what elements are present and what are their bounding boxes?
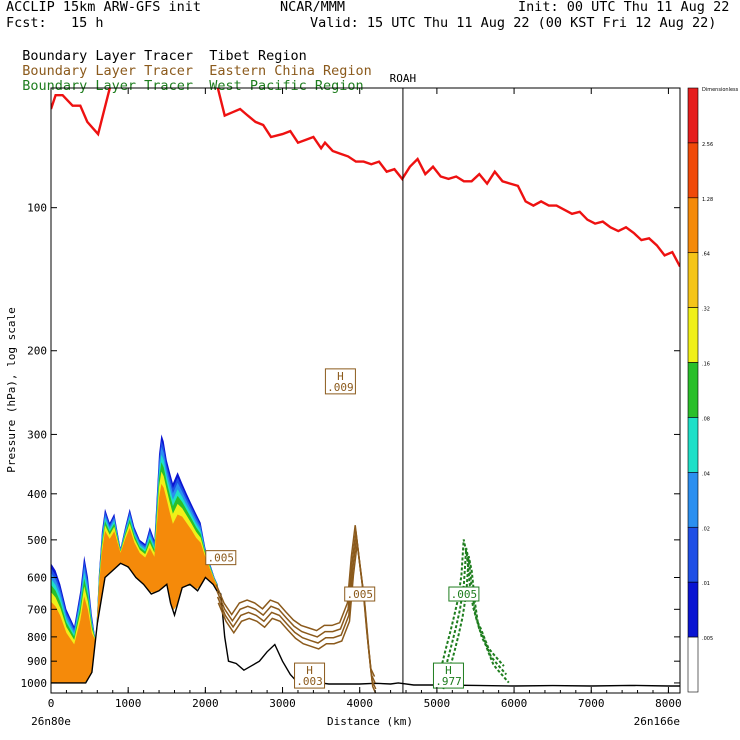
colorbar-swatch: [687, 87, 699, 144]
wpac-tracer-contour-2: [437, 539, 505, 673]
roah-marker-label: ROAH: [390, 72, 417, 85]
colorbar-label: .16: [702, 362, 710, 368]
annotation-text: .005: [208, 552, 235, 565]
x-tick-label: 6000: [501, 697, 528, 710]
x-right-end-label: 26n166e: [634, 715, 680, 728]
terrain-line: [51, 562, 680, 687]
legend-wpac: Boundary Layer Tracer West Pacific Regio…: [6, 64, 364, 94]
legend-echina-region: Eastern China Region: [209, 63, 372, 79]
colorbar: Dimensionless 2.56 1.28 .64 .32 .16 .08 .04 .02.…: [687, 87, 739, 693]
annotation-box: [432, 662, 464, 689]
plot-border: [50, 87, 681, 694]
annotation-text: H: [445, 664, 452, 677]
y-axis-label: Pressure (hPa), log scale: [5, 307, 18, 473]
legend-tibet-prefix: Boundary Layer Tracer: [22, 48, 193, 64]
y-tick-label: 200: [27, 345, 47, 358]
legend-wpac-prefix: Boundary Layer Tracer: [22, 78, 193, 94]
forecast-hour: Fcst: 15 h: [6, 15, 104, 31]
annotation-2: .005: [344, 586, 376, 602]
colorbar-swatch: [687, 417, 699, 473]
x-tick-label: 4000: [346, 697, 373, 710]
annotation-text: H: [306, 664, 313, 677]
valid-time: Valid: 15 UTC Thu 11 Aug 22 (00 KST Fri …: [310, 15, 717, 31]
annotation-0: H.009: [324, 368, 356, 395]
x-axis-label: Distance (km): [327, 715, 413, 728]
colorbar-swatch: [687, 526, 699, 583]
legend-echina-prefix: Boundary Layer Tracer: [22, 63, 193, 79]
annotation-box: [448, 586, 480, 602]
wpac-tracer-contour-0: [439, 547, 508, 682]
tropopause-line: [51, 88, 680, 268]
annotation-text: .005: [346, 588, 373, 601]
x-tick-label: 3000: [269, 697, 296, 710]
colorbar-label: 1.28: [702, 197, 713, 203]
legend-echina: Boundary Layer Tracer Eastern China Regi…: [6, 49, 372, 79]
colorbar-swatch: [687, 362, 699, 418]
annotation-3: .005: [448, 586, 480, 602]
colorbar-swatch: [687, 252, 699, 308]
colorbar-label: .32: [702, 307, 710, 313]
org-label: NCAR/MMM: [280, 0, 346, 15]
colorbar-swatch: [687, 472, 699, 528]
annotation-4: H.003: [294, 662, 326, 689]
colorbar-label: .005: [702, 636, 713, 642]
colorbar-label: Dimensionless: [702, 87, 739, 93]
wpac-tracer-contour-1: [442, 555, 510, 690]
colorbar-swatch: [687, 636, 699, 693]
annotation-box: [324, 368, 356, 395]
x-tick-label: 8000: [655, 697, 682, 710]
x-tick-label: 0: [48, 697, 55, 710]
y-tick-label: 900: [27, 655, 47, 668]
annotation-text: .009: [327, 381, 354, 394]
annotation-text: .003: [296, 675, 323, 688]
y-tick-label: 400: [27, 488, 47, 501]
y-tick-label: 1000: [21, 677, 48, 690]
y-tick-label: 700: [27, 603, 47, 616]
y-tick-label: 600: [27, 571, 47, 584]
legend-tibet: Boundary Layer Tracer Tibet Region: [6, 34, 307, 64]
x-tick-label: 5000: [424, 697, 451, 710]
annotation-text: H: [337, 370, 344, 383]
colorbar-label: .01: [702, 581, 710, 587]
annotation-box: [205, 550, 237, 566]
annotation-box: [344, 586, 376, 602]
legend-wpac-region: West Pacific Region: [209, 78, 364, 94]
colorbar-swatch: [687, 581, 699, 638]
colorbar-label: .08: [702, 416, 710, 422]
x-tick-label: 7000: [578, 697, 605, 710]
colorbar-label: .04: [702, 471, 710, 477]
annotation-box: [294, 662, 326, 689]
y-tick-label: 300: [27, 428, 47, 441]
x-left-end-label: 26n80e: [31, 715, 71, 728]
annotation-text: .977: [435, 675, 462, 688]
colorbar-label: 2.56: [702, 142, 713, 148]
init-time: Init: 00 UTC Thu 11 Aug 22: [518, 0, 730, 15]
colorbar-swatch: [687, 142, 699, 199]
colorbar-label: .02: [702, 526, 710, 532]
colorbar-swatch: [687, 307, 699, 363]
annotation-1: .005: [205, 550, 237, 566]
legend-tibet-region: Tibet Region: [209, 48, 307, 64]
annotation-text: .005: [451, 588, 478, 601]
y-tick-label: 500: [27, 534, 47, 547]
model-title: ACCLIP 15km ARW-GFS init: [6, 0, 202, 15]
x-tick-label: 1000: [115, 697, 142, 710]
colorbar-label: .64: [702, 252, 710, 258]
colorbar-swatch: [687, 197, 699, 254]
y-tick-label: 100: [27, 202, 47, 215]
y-tick-label: 800: [27, 631, 47, 644]
annotation-5: H.977: [432, 662, 464, 689]
tibet-tracer-band-6: [51, 483, 218, 683]
echina-tracer-contour-3: [217, 543, 377, 693]
x-tick-label: 2000: [192, 697, 219, 710]
